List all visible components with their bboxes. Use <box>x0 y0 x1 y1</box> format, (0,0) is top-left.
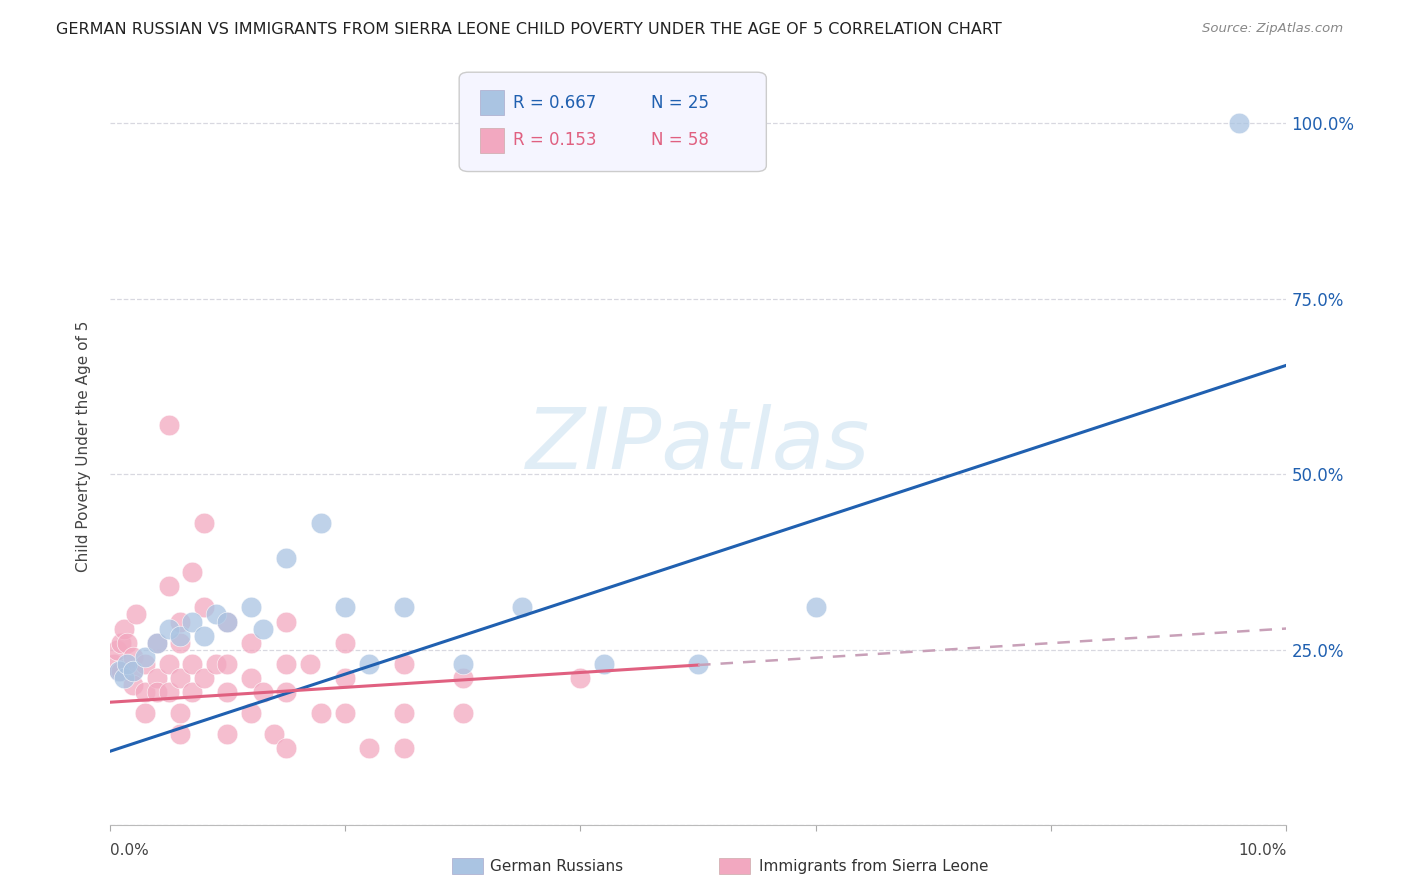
Point <box>263 727 285 741</box>
Point <box>181 566 204 580</box>
Point <box>298 657 321 671</box>
Point <box>145 635 167 649</box>
FancyBboxPatch shape <box>460 72 766 171</box>
Text: 10.0%: 10.0% <box>1239 843 1286 858</box>
Point <box>357 740 380 755</box>
Text: GERMAN RUSSIAN VS IMMIGRANTS FROM SIERRA LEONE CHILD POVERTY UNDER THE AGE OF 5 : GERMAN RUSSIAN VS IMMIGRANTS FROM SIERRA… <box>56 22 1002 37</box>
Point <box>333 600 356 615</box>
Text: N = 25: N = 25 <box>651 94 709 112</box>
Point <box>276 615 298 629</box>
Text: 0.0%: 0.0% <box>110 843 149 858</box>
Point <box>103 657 125 671</box>
Point <box>392 706 415 720</box>
Point <box>193 600 215 615</box>
Point <box>124 607 146 622</box>
Point <box>145 671 167 685</box>
Point <box>510 600 533 615</box>
Point <box>593 657 616 671</box>
FancyBboxPatch shape <box>481 90 503 115</box>
Point <box>134 649 156 664</box>
Point <box>169 635 191 649</box>
Point <box>217 684 239 698</box>
Point <box>276 684 298 698</box>
Point <box>688 657 710 671</box>
Point <box>157 657 180 671</box>
Point <box>122 664 145 678</box>
Point <box>276 551 298 566</box>
Point <box>112 622 135 636</box>
Point <box>239 671 262 685</box>
Point <box>311 516 333 531</box>
Text: N = 58: N = 58 <box>651 131 709 150</box>
Point <box>217 615 239 629</box>
Point <box>145 635 167 649</box>
Point <box>110 664 132 678</box>
Point <box>122 678 145 692</box>
Point <box>451 671 474 685</box>
Point <box>239 600 262 615</box>
Point <box>217 615 239 629</box>
Y-axis label: Child Poverty Under the Age of 5: Child Poverty Under the Age of 5 <box>76 320 91 572</box>
Text: ZIPatlas: ZIPatlas <box>526 404 870 488</box>
Point <box>105 642 128 657</box>
Point <box>134 657 156 671</box>
Point <box>276 740 298 755</box>
Point <box>1229 116 1251 130</box>
Point <box>193 629 215 643</box>
Point <box>181 657 204 671</box>
Text: German Russians: German Russians <box>491 859 623 873</box>
Point <box>117 635 139 649</box>
Text: R = 0.153: R = 0.153 <box>513 131 596 150</box>
Point <box>804 600 827 615</box>
Point <box>193 671 215 685</box>
Point <box>169 706 191 720</box>
Point <box>134 706 156 720</box>
Point <box>357 657 380 671</box>
Point <box>392 657 415 671</box>
Point <box>311 706 333 720</box>
Point <box>134 684 156 698</box>
Point <box>181 684 204 698</box>
Point <box>108 664 131 678</box>
Point <box>157 417 180 432</box>
Point <box>108 664 131 678</box>
Point <box>193 516 215 531</box>
Point <box>333 671 356 685</box>
Point <box>117 657 139 671</box>
Text: Source: ZipAtlas.com: Source: ZipAtlas.com <box>1202 22 1343 36</box>
Point <box>252 684 274 698</box>
Point <box>157 684 180 698</box>
Point <box>451 706 474 720</box>
Point <box>392 600 415 615</box>
Point <box>169 629 191 643</box>
Point <box>145 684 167 698</box>
Point <box>169 615 191 629</box>
Point <box>569 671 592 685</box>
Point <box>204 607 226 622</box>
Point <box>157 579 180 593</box>
Point <box>181 615 204 629</box>
Point <box>239 706 262 720</box>
Point <box>252 622 274 636</box>
Point <box>204 657 226 671</box>
Point <box>217 657 239 671</box>
Point <box>451 657 474 671</box>
Point <box>333 635 356 649</box>
Text: R = 0.667: R = 0.667 <box>513 94 596 112</box>
Point <box>157 622 180 636</box>
Point <box>122 649 145 664</box>
Point <box>276 657 298 671</box>
FancyBboxPatch shape <box>481 128 503 153</box>
Point <box>217 727 239 741</box>
Point <box>169 671 191 685</box>
Point <box>112 671 135 685</box>
Text: Immigrants from Sierra Leone: Immigrants from Sierra Leone <box>759 859 988 873</box>
Point <box>122 664 145 678</box>
Point <box>392 740 415 755</box>
Point <box>110 635 132 649</box>
Point <box>333 706 356 720</box>
Point <box>169 727 191 741</box>
Point <box>239 635 262 649</box>
